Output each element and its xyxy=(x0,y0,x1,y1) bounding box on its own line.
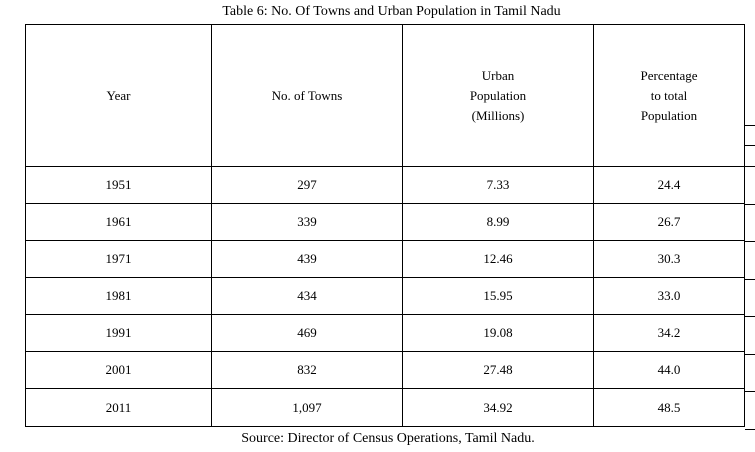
header-percentage-line: Percentage xyxy=(640,67,698,83)
cell-towns: 439 xyxy=(211,240,403,278)
cell-percentage: 44.0 xyxy=(593,351,745,389)
header-towns-label: No. of Towns xyxy=(271,87,343,103)
header-percentage: Percentage to total Population xyxy=(593,24,745,167)
header-towns: No. of Towns xyxy=(211,24,403,167)
clipped-column-rule xyxy=(745,316,755,317)
cell-urban-population: 27.48 xyxy=(402,351,594,389)
clipped-column-rule xyxy=(745,125,755,126)
clipped-column-rule xyxy=(745,429,755,430)
header-percentage-line: to total xyxy=(650,87,688,103)
header-year: Year xyxy=(25,24,212,167)
table-row: 1991 469 19.08 34.2 xyxy=(25,314,745,352)
cell-percentage: 30.3 xyxy=(593,240,745,278)
census-table: Year No. of Towns Urban Population (Mill… xyxy=(25,24,745,427)
cell-towns: 297 xyxy=(211,166,403,204)
clipped-column-rule xyxy=(745,204,755,205)
clipped-column-rule xyxy=(745,145,755,146)
cell-urban-population: 8.99 xyxy=(402,203,594,241)
table-row: 2011 1,097 34.92 48.5 xyxy=(25,388,745,427)
clipped-column-rule xyxy=(745,391,755,392)
cell-urban-population: 7.33 xyxy=(402,166,594,204)
clipped-column-rule xyxy=(745,166,755,167)
cell-year: 1951 xyxy=(25,166,212,204)
cell-towns: 1,097 xyxy=(211,388,403,427)
cell-year: 1981 xyxy=(25,277,212,315)
clipped-column-rule xyxy=(745,279,755,280)
cell-year: 1961 xyxy=(25,203,212,241)
clipped-column-rule xyxy=(745,241,755,242)
header-urban-line: (Millions) xyxy=(471,107,525,123)
table-row: 2001 832 27.48 44.0 xyxy=(25,351,745,389)
cell-year: 1991 xyxy=(25,314,212,352)
cell-percentage: 33.0 xyxy=(593,277,745,315)
header-year-label: Year xyxy=(106,87,131,103)
cell-percentage: 26.7 xyxy=(593,203,745,241)
clipped-column-rule xyxy=(745,354,755,355)
cell-year: 2011 xyxy=(25,388,212,427)
cell-towns: 434 xyxy=(211,277,403,315)
table-caption: Table 6: No. Of Towns and Urban Populati… xyxy=(222,4,561,19)
cell-percentage: 34.2 xyxy=(593,314,745,352)
cell-towns: 832 xyxy=(211,351,403,389)
header-percentage-line: Population xyxy=(640,107,698,123)
table-row: 1971 439 12.46 30.3 xyxy=(25,240,745,278)
cell-urban-population: 15.95 xyxy=(402,277,594,315)
cell-urban-population: 19.08 xyxy=(402,314,594,352)
cell-year: 1971 xyxy=(25,240,212,278)
table-source-note: Source: Director of Census Operations, T… xyxy=(241,431,535,446)
header-urban-population: Urban Population (Millions) xyxy=(402,24,594,167)
table-header-row: Year No. of Towns Urban Population (Mill… xyxy=(25,24,745,167)
cell-urban-population: 12.46 xyxy=(402,240,594,278)
cell-towns: 339 xyxy=(211,203,403,241)
header-urban-line: Urban xyxy=(481,67,515,83)
cell-year: 2001 xyxy=(25,351,212,389)
cell-towns: 469 xyxy=(211,314,403,352)
table-row: 1951 297 7.33 24.4 xyxy=(25,166,745,204)
cell-urban-population: 34.92 xyxy=(402,388,594,427)
cell-percentage: 24.4 xyxy=(593,166,745,204)
table-row: 1981 434 15.95 33.0 xyxy=(25,277,745,315)
table-row: 1961 339 8.99 26.7 xyxy=(25,203,745,241)
header-urban-line: Population xyxy=(469,87,527,103)
cell-percentage: 48.5 xyxy=(593,388,745,427)
